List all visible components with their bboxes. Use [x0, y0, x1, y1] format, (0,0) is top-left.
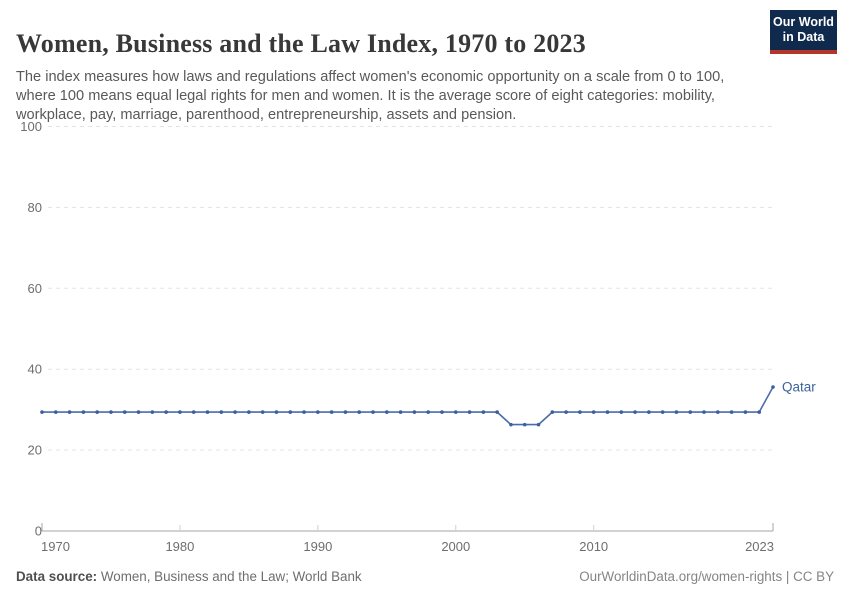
data-point[interactable] — [495, 410, 499, 414]
data-point[interactable] — [233, 410, 237, 414]
data-point[interactable] — [260, 410, 265, 414]
data-point[interactable] — [288, 410, 293, 414]
data-point[interactable] — [205, 410, 210, 414]
data-point[interactable] — [40, 410, 44, 414]
owid-logo-red-bar — [770, 49, 837, 54]
data-point[interactable] — [136, 410, 141, 414]
data-point[interactable] — [578, 410, 582, 414]
data-point[interactable] — [164, 410, 168, 414]
data-point[interactable] — [274, 410, 279, 414]
data-source-note: Data source: Women, Business and the Law… — [16, 569, 362, 584]
data-point[interactable] — [398, 410, 403, 414]
data-point[interactable] — [302, 410, 306, 414]
data-point[interactable] — [564, 410, 568, 414]
data-source-label: Data source: — [16, 569, 98, 584]
data-point[interactable] — [757, 410, 762, 414]
y-tick-label: 20 — [28, 443, 42, 458]
y-tick-label: 40 — [28, 362, 42, 377]
data-point[interactable] — [191, 410, 196, 414]
data-point[interactable] — [329, 410, 334, 414]
data-point[interactable] — [771, 385, 775, 389]
data-point[interactable] — [178, 410, 182, 414]
y-tick-label: 0 — [35, 524, 42, 539]
data-point[interactable] — [729, 410, 734, 414]
data-point[interactable] — [426, 410, 430, 414]
chart-area: 0 20 40 60 80 100 1970 1980 1990 2000 2010 2023 Qata… — [0, 115, 850, 575]
data-point[interactable] — [453, 410, 458, 414]
data-point[interactable] — [674, 410, 679, 414]
data-point[interactable] — [743, 410, 748, 414]
data-point[interactable] — [467, 410, 472, 414]
chart-canvas[interactable]: 0 20 40 60 80 100 1970 1980 1990 2000 2010 2023 Qata… — [0, 115, 850, 575]
data-point[interactable] — [509, 422, 513, 427]
page-title: Women, Business and the Law Index, 1970 … — [16, 29, 586, 59]
data-point[interactable] — [109, 410, 113, 414]
data-point[interactable] — [702, 410, 706, 414]
data-point[interactable] — [150, 410, 155, 414]
data-point[interactable] — [371, 410, 375, 414]
data-point[interactable] — [619, 410, 624, 414]
data-point[interactable] — [633, 410, 637, 414]
x-tick-label: 1970 — [41, 539, 70, 554]
data-point[interactable] — [591, 410, 596, 414]
data-point[interactable] — [357, 410, 362, 414]
data-point[interactable] — [412, 410, 417, 414]
credit-link[interactable]: OurWorldinData.org/women-rights | CC BY — [579, 569, 834, 584]
x-tick-label: 1990 — [303, 539, 332, 554]
data-point[interactable] — [536, 422, 541, 427]
y-tick-label: 80 — [28, 200, 42, 215]
y-tick-label: 60 — [28, 281, 42, 296]
owid-logo-line2: in Data — [782, 30, 825, 45]
x-tick-label: 2010 — [579, 539, 608, 554]
data-point[interactable] — [122, 410, 127, 414]
data-point[interactable] — [95, 410, 99, 414]
y-tick-label: 100 — [20, 119, 42, 134]
data-point[interactable] — [688, 410, 693, 414]
owid-logo-line1: Our World — [773, 15, 834, 29]
data-source-value: Women, Business and the Law; World Bank — [97, 569, 362, 584]
data-point[interactable] — [605, 410, 610, 414]
owid-logo[interactable]: Our World in Data — [770, 10, 837, 54]
data-point[interactable] — [81, 410, 86, 414]
data-point[interactable] — [53, 410, 58, 414]
data-point[interactable] — [316, 410, 320, 414]
owid-logo-box: Our World in Data — [770, 10, 837, 50]
chart-footer: Data source: Women, Business and the Law… — [16, 569, 834, 584]
data-point[interactable] — [550, 410, 555, 414]
data-point[interactable] — [219, 410, 224, 414]
data-point[interactable] — [660, 410, 665, 414]
data-point[interactable] — [247, 410, 251, 414]
x-tick-label: 2000 — [441, 539, 470, 554]
data-point[interactable] — [522, 422, 527, 427]
data-point[interactable] — [385, 410, 389, 414]
data-point[interactable] — [67, 410, 72, 414]
x-tick-label: 2023 — [745, 539, 774, 554]
data-point[interactable] — [343, 410, 348, 414]
x-tick-label: 1980 — [165, 539, 194, 554]
entity-label-qatar[interactable]: Qatar — [782, 379, 816, 394]
data-point[interactable] — [647, 410, 651, 414]
data-point[interactable] — [481, 410, 486, 414]
data-point[interactable] — [716, 410, 720, 414]
chart-subtitle: The index measures how laws and regulati… — [16, 68, 725, 124]
data-point[interactable] — [440, 410, 444, 414]
series-line-qatar — [41, 386, 774, 426]
